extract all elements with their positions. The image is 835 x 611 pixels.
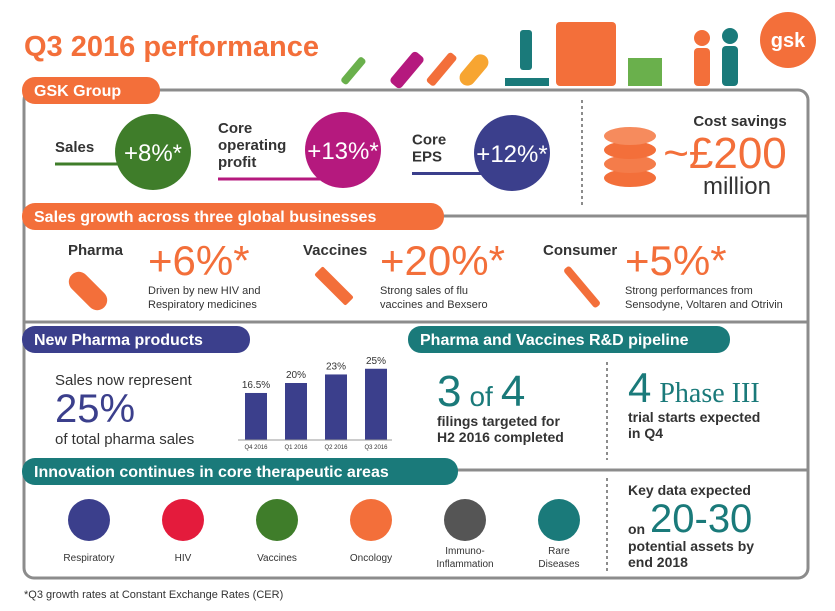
bar-category: Q1 2016 xyxy=(284,445,308,451)
pipeline-right-value: 4 Phase III xyxy=(628,364,760,411)
pipeline-text: in Q4 xyxy=(628,425,663,441)
logo: gsk xyxy=(771,30,806,52)
bar-label: 25% xyxy=(366,356,386,367)
page-title: Q3 2016 performance xyxy=(24,31,319,63)
cost-value: ~£200 xyxy=(663,129,787,178)
key-text: potential assets by xyxy=(628,538,754,554)
area-icon xyxy=(350,499,392,541)
pipeline-text: filings targeted for xyxy=(437,413,560,429)
business-name: Pharma xyxy=(68,242,124,259)
bar xyxy=(285,383,307,440)
banner-title: Pharma and Vaccines R&D pipeline xyxy=(420,332,689,349)
metric-label: EPS xyxy=(412,149,442,166)
num: 3 xyxy=(437,367,461,416)
pipeline-text: H2 2016 completed xyxy=(437,429,564,445)
bar xyxy=(365,368,387,440)
coins-icon xyxy=(604,127,656,187)
pharma-value: 25% xyxy=(55,387,135,431)
metric-value: +13%* xyxy=(307,138,378,165)
pharma-text: of total pharma sales xyxy=(55,431,194,448)
bar-label: 16.5% xyxy=(242,380,270,391)
pipeline-left-value: 3 of 4 xyxy=(437,367,525,416)
footnote: *Q3 growth rates at Constant Exchange Ra… xyxy=(24,589,283,601)
banner xyxy=(22,203,444,230)
bar xyxy=(245,392,267,440)
business-name: Vaccines xyxy=(303,242,367,259)
metric-label: operating xyxy=(218,137,286,154)
header-icons xyxy=(341,12,816,89)
business-name: Consumer xyxy=(543,242,617,259)
business-note: Sensodyne, Voltaren and Otrivin xyxy=(625,299,783,311)
bar-label: 20% xyxy=(286,370,306,381)
business-note: Respiratory medicines xyxy=(148,299,257,311)
banner xyxy=(22,326,250,353)
bar-category: Q2 2016 xyxy=(324,445,348,451)
area-label: HIV xyxy=(175,553,192,564)
area-label: Inflammation xyxy=(436,559,493,570)
banner-title: Sales growth across three global busines… xyxy=(34,209,376,226)
label: Phase III xyxy=(659,378,759,409)
banner-title: GSK Group xyxy=(34,83,121,100)
key-text: end 2018 xyxy=(628,554,688,570)
metric-circle xyxy=(305,112,381,188)
area-label: Rare xyxy=(548,546,570,557)
area-icon xyxy=(162,499,204,541)
cost-title: Cost savings xyxy=(693,113,786,130)
bar-label: 23% xyxy=(326,361,346,372)
metric-circle xyxy=(115,114,191,190)
business-note: Strong performances from xyxy=(625,285,753,297)
business-note: Driven by new HIV and xyxy=(148,285,261,297)
area-icon xyxy=(538,499,580,541)
metric-value: +8%* xyxy=(124,140,182,167)
banner xyxy=(408,326,730,353)
bar-category: Q4 2016 xyxy=(244,445,268,451)
metric-label: Core xyxy=(412,132,446,149)
pharma-text: Sales now represent xyxy=(55,372,193,389)
cost-unit: million xyxy=(703,173,771,200)
area-label: Immuno- xyxy=(445,546,484,557)
business-value: +5%* xyxy=(625,237,727,284)
business-note: Strong sales of flu xyxy=(380,285,468,297)
area-label: Diseases xyxy=(538,559,579,570)
metric-label: profit xyxy=(218,154,256,171)
of: of xyxy=(469,381,493,412)
num: 4 xyxy=(628,364,651,411)
area-label: Vaccines xyxy=(257,553,297,564)
metric-value: +12%* xyxy=(476,141,547,168)
metric-circle xyxy=(474,115,550,191)
area-icon xyxy=(444,499,486,541)
area-label: Oncology xyxy=(350,553,392,564)
banner-title: Innovation continues in core therapeutic… xyxy=(34,464,389,481)
area-icon xyxy=(256,499,298,541)
pipeline-text: trial starts expected xyxy=(628,409,760,425)
banner-title: New Pharma products xyxy=(34,332,203,349)
key-heading: Key data expected xyxy=(628,482,751,498)
area-label: Respiratory xyxy=(63,553,114,564)
metric-label: Core xyxy=(218,120,252,137)
banner xyxy=(22,458,458,485)
business-icons xyxy=(68,266,600,311)
bar xyxy=(325,374,347,440)
banner xyxy=(22,77,160,104)
bar-category: Q3 2016 xyxy=(364,445,388,451)
key-value: 20-30 xyxy=(650,497,752,541)
business-value: +20%* xyxy=(380,237,505,284)
area-icon xyxy=(68,499,110,541)
den: 4 xyxy=(501,367,525,416)
business-value: +6%* xyxy=(148,237,250,284)
metric-label: Sales xyxy=(55,139,94,156)
key-on: on xyxy=(628,521,645,537)
business-note: vaccines and Bexsero xyxy=(380,299,488,311)
